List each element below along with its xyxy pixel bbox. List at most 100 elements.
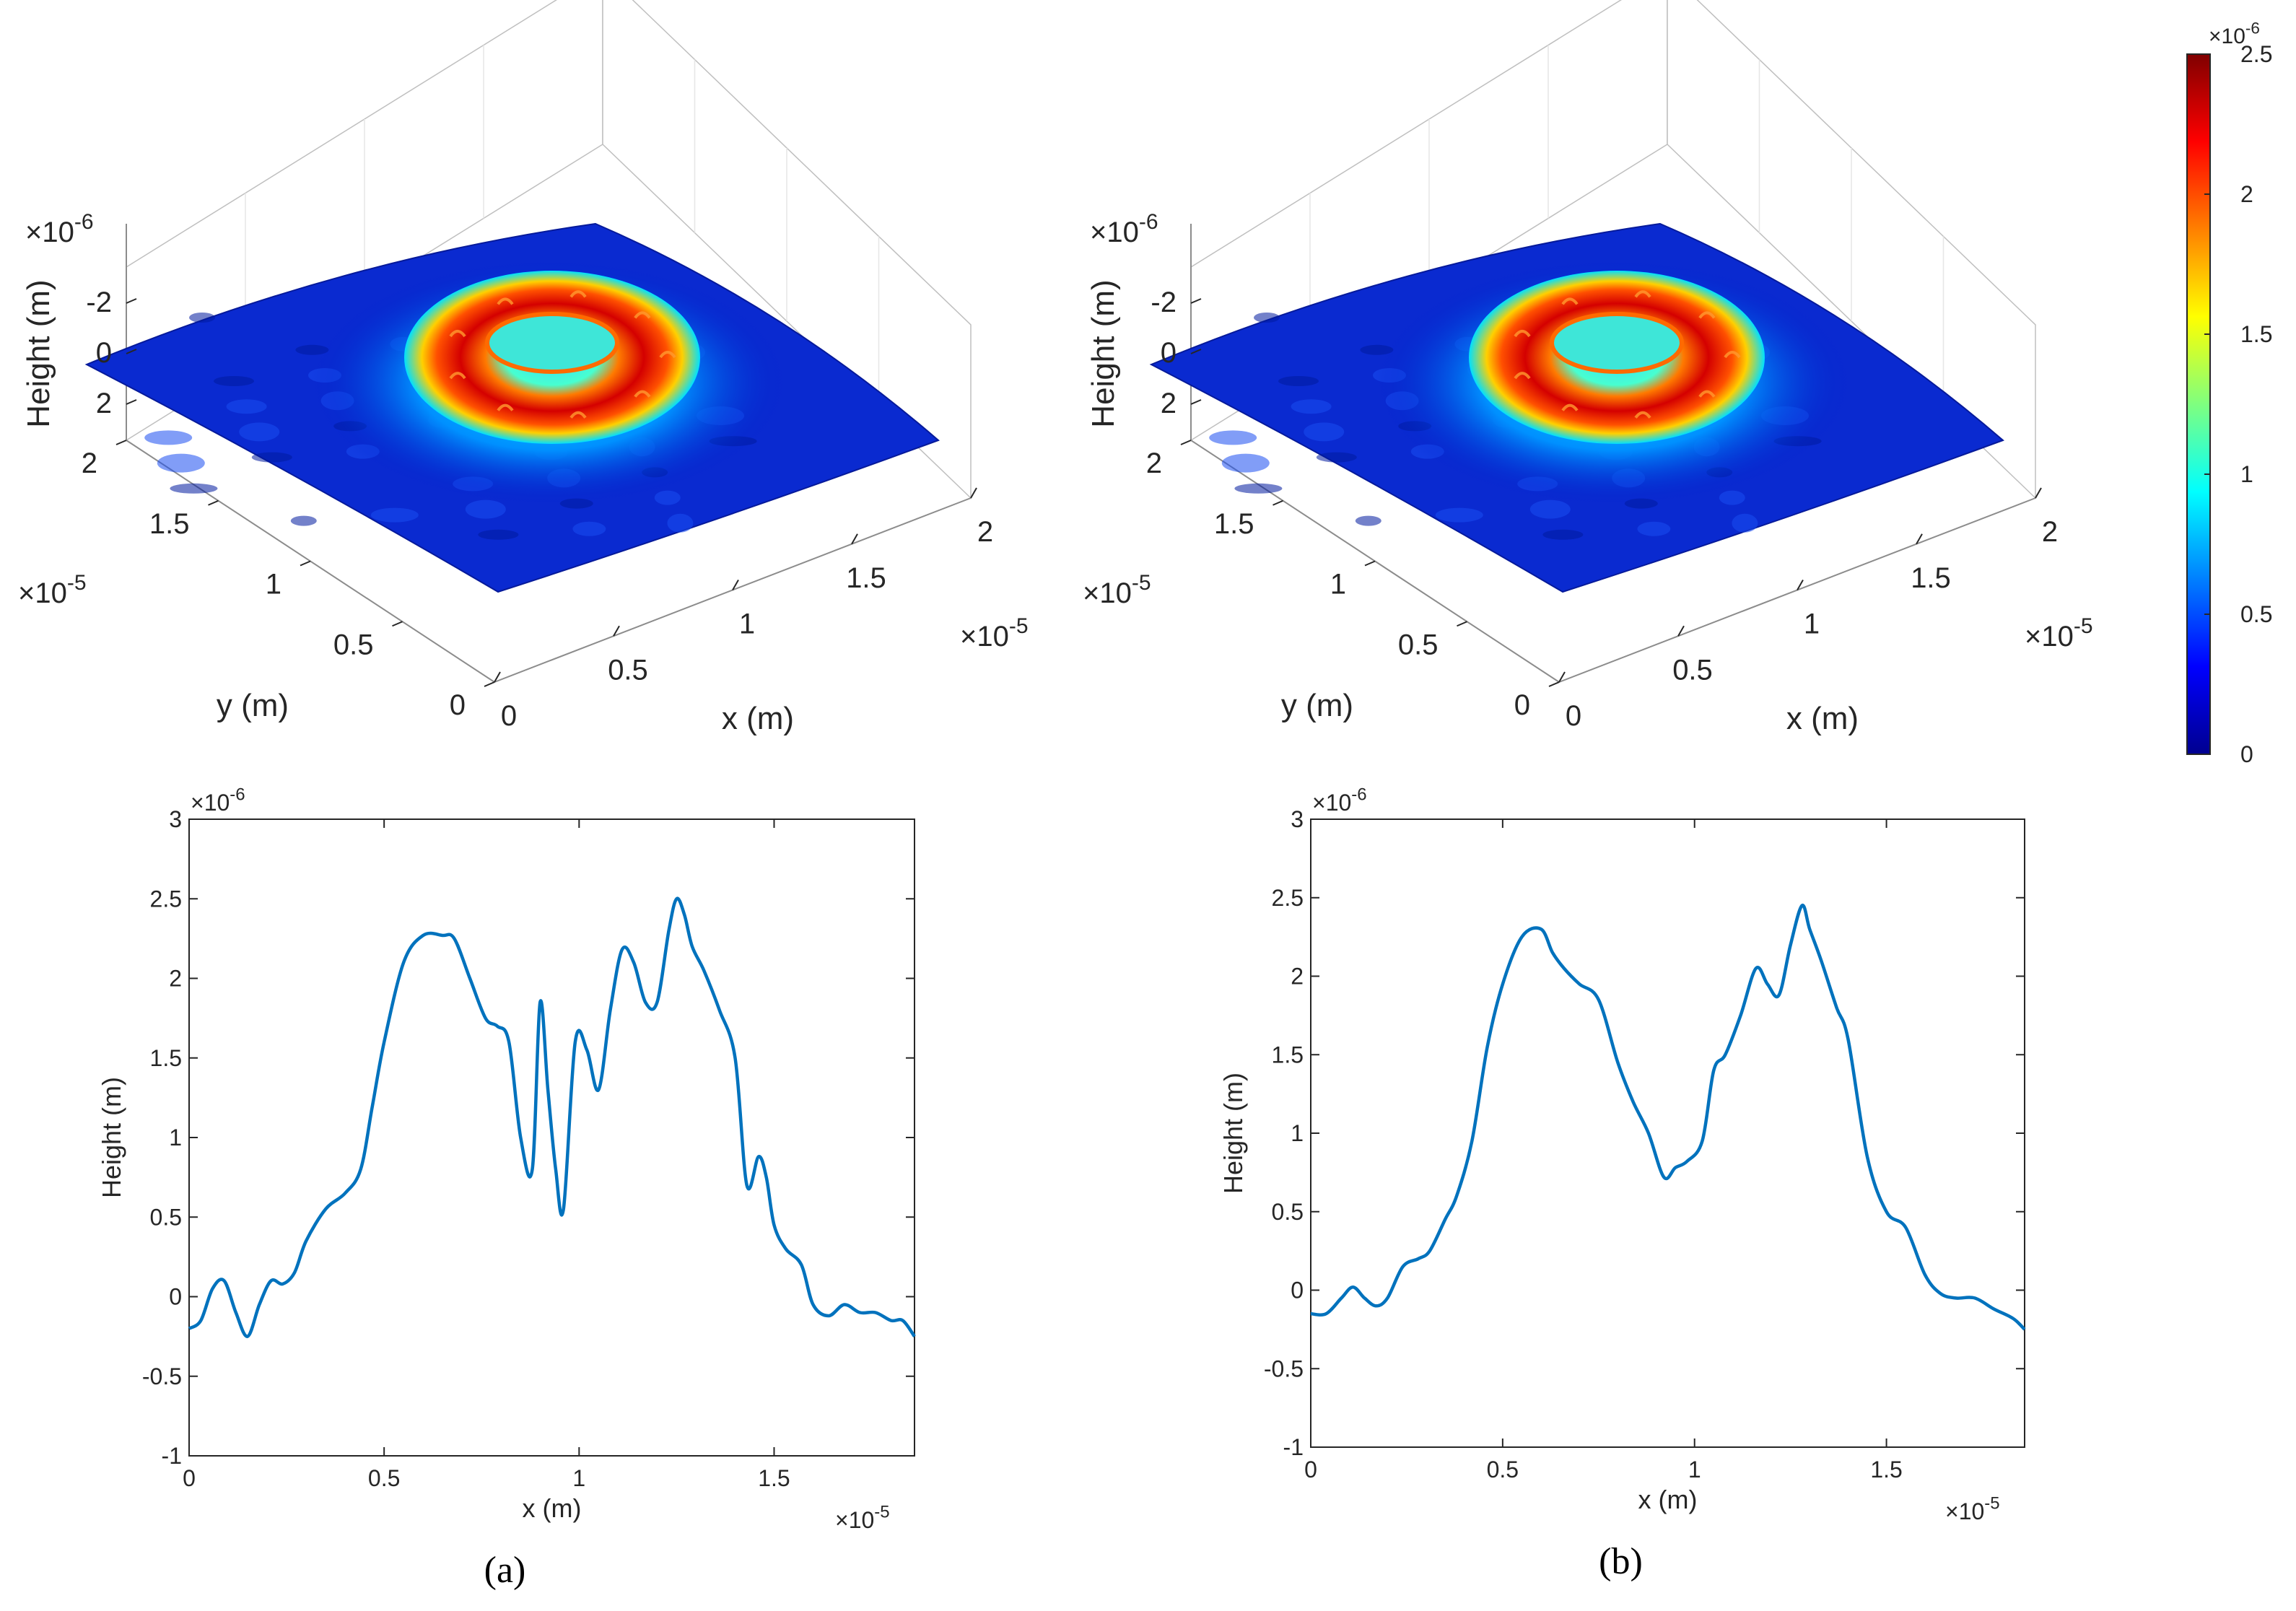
ring-ridge: [569, 411, 587, 419]
x-tick-label: 0: [1304, 1457, 1317, 1483]
y-tick-label: 2.5: [150, 886, 182, 912]
x-tick-label: 1.5: [846, 562, 886, 594]
y-tick-label: 0: [1514, 689, 1530, 721]
ring-ridge: [1561, 297, 1579, 305]
z-tick-label: 0: [1161, 337, 1177, 369]
x-tick-label: 1: [1804, 608, 1820, 640]
surface-bump: [1234, 483, 1283, 494]
z-tick-label: 2: [96, 388, 112, 419]
line-plot-a: -1 -0.5 0 0.5 1 1.5 2 2.5 3 0 0.5 1 1.5 x (m) Height (…: [97, 785, 916, 1591]
x-tick: [1797, 580, 1804, 590]
y-tick-label: 1.5: [149, 508, 190, 540]
y-multiplier: ×10-6: [1312, 785, 1367, 816]
surface-bump: [214, 376, 254, 386]
surface-bump: [1637, 521, 1671, 536]
z-multiplier: ×10-6: [25, 210, 94, 248]
y-tick-label: 3: [1291, 806, 1304, 832]
x-tick: [613, 625, 620, 637]
y-tick-label: 2.5: [1272, 885, 1304, 911]
x-tick-label: 0.5: [368, 1465, 400, 1491]
x-tick: [732, 580, 739, 590]
y-tick-label: 2: [82, 448, 97, 479]
y-multiplier: ×10-5: [1083, 571, 1151, 609]
crater-center: [1550, 312, 1684, 374]
surface-bump: [290, 515, 317, 526]
y-tick-label: 1.5: [150, 1045, 182, 1071]
x-multiplier: ×10-5: [960, 614, 1029, 652]
z-tick: [1190, 298, 1202, 304]
surface-bump: [251, 452, 292, 463]
ring-ridge: [1634, 411, 1651, 419]
y-tick-label: 2: [1291, 964, 1304, 990]
ring-ridge: [569, 290, 587, 298]
z-multiplier: ×10-6: [1090, 210, 1158, 248]
surface-bump: [170, 483, 218, 494]
x-multiplier: ×10-5: [2025, 614, 2093, 652]
z-tick-label: 2: [1161, 388, 1177, 419]
x-tick: [1558, 671, 1566, 683]
y-tick-label: 0.5: [333, 629, 374, 660]
y-tick-label: -0.5: [1264, 1355, 1304, 1381]
colorbar-gradient: [2186, 53, 2211, 755]
y-tick-label: -0.5: [142, 1363, 182, 1389]
surface-bump: [667, 513, 694, 533]
surface-bump: [144, 430, 193, 445]
y-tick-label: 1.5: [1214, 508, 1254, 540]
y-axis-label: y (m): [1281, 688, 1353, 723]
surface-bump: [1542, 529, 1584, 540]
ring-ridge: [1514, 329, 1531, 338]
x-tick-label: 0.5: [1487, 1457, 1519, 1483]
y-tick: [115, 440, 127, 445]
y-tick-label: 3: [169, 806, 182, 832]
y-tick: [300, 560, 311, 567]
y-tick-label: 0: [450, 689, 466, 721]
y-axis-label: Height (m): [1218, 1073, 1248, 1194]
y-tick-label: -1: [1283, 1434, 1304, 1460]
y-tick-label: 2: [1146, 448, 1162, 479]
surface-bump: [1254, 313, 1280, 323]
y-tick-label: 1: [266, 569, 281, 601]
surface-bump: [1221, 453, 1270, 473]
ring-ridge: [1698, 390, 1716, 398]
ring-ridge: [497, 297, 514, 305]
colorbar-tick-label: 1: [2240, 461, 2253, 487]
x-multiplier: ×10-5: [835, 1503, 890, 1533]
y-tick-label: 0.5: [1272, 1199, 1304, 1225]
surface-bump: [1435, 507, 1483, 523]
x-tick: [1916, 533, 1923, 545]
colorbar-tick-label: 2.5: [2240, 41, 2272, 67]
ring-ridge: [449, 329, 466, 338]
line-plot-b: -1 -0.5 0 0.5 1 1.5 2 2.5 3 0 0.5 1 1.5 x (m) Height (…: [1218, 785, 2026, 1582]
y-axis-label: Height (m): [97, 1077, 126, 1198]
surface-bump: [189, 313, 215, 323]
ring-ridge: [1724, 351, 1741, 359]
x-axis-label: x (m): [1786, 701, 1859, 736]
surface-bump: [157, 453, 205, 473]
colorbar-multiplier: ×10-6: [2209, 19, 2260, 49]
z-tick-label: -2: [86, 287, 112, 318]
y-multiplier: ×10-6: [191, 785, 245, 816]
surface-bump: [1732, 513, 1758, 533]
z-tick: [1190, 349, 1202, 354]
surface-bump: [1355, 515, 1381, 526]
ring-ridge: [1561, 403, 1579, 411]
surface-bump: [478, 529, 519, 540]
y-tick: [208, 499, 219, 506]
y-tick-label: 2: [169, 966, 182, 992]
surface-plot-a: -2 0 2 ×10-6 Height (m) 2 1.5 1 0.5 0 ×10-5 y (m) 0 0…: [18, 0, 1029, 736]
ring-ridge: [1698, 311, 1716, 319]
y-tick-label: 1: [1330, 569, 1346, 601]
x-tick-label: 1: [1688, 1457, 1701, 1483]
x-tick-label: 2: [977, 516, 993, 548]
x-tick-label: 0.5: [1672, 654, 1713, 686]
x-tick-label: 0: [183, 1465, 196, 1491]
colorbar-tick-label: 1.5: [2240, 321, 2272, 347]
x-tick-label: 1.5: [758, 1465, 790, 1491]
surface-bump: [370, 507, 419, 523]
x-tick: [494, 671, 501, 683]
y-tick: [1364, 560, 1376, 567]
x-tick-label: 0: [1566, 700, 1581, 732]
y-tick-label: 1: [1291, 1120, 1304, 1146]
surface-bump: [572, 521, 606, 536]
surface-bump: [465, 499, 506, 519]
